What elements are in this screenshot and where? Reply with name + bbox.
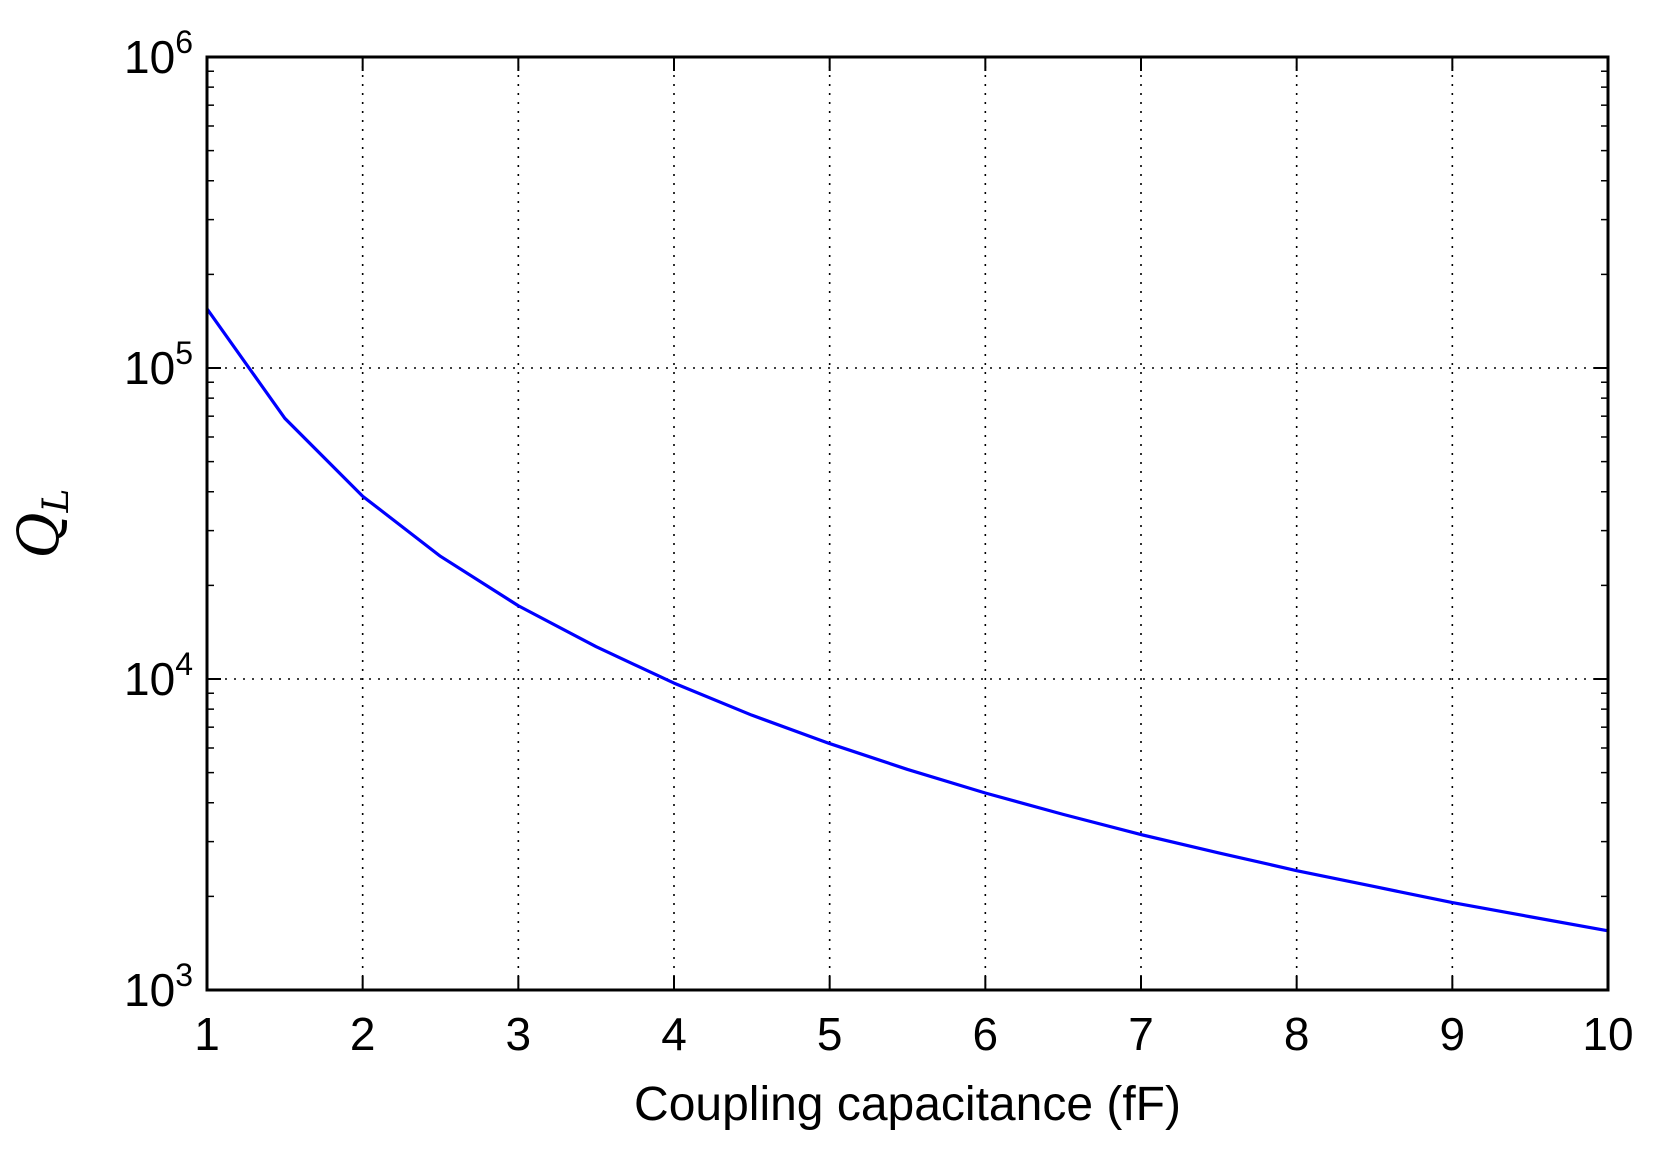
y-axis-title-main: Q <box>7 512 72 558</box>
y-tick-label: 105 <box>124 335 193 394</box>
grid <box>207 57 1608 990</box>
series-layer <box>205 307 1609 933</box>
x-tick-labels: 1 2 3 4 5 6 7 8 9 10 <box>194 1008 1633 1060</box>
x-tick-label: 10 <box>1582 1008 1633 1060</box>
x-tick-label: 6 <box>973 1008 999 1060</box>
minor-ticks <box>207 70 1608 898</box>
x-tick-label: 2 <box>350 1008 376 1060</box>
x-tick-label: 5 <box>817 1008 843 1060</box>
y-tick-label-base: 10 <box>124 342 175 394</box>
x-tick-label: 7 <box>1128 1008 1154 1060</box>
x-tick-label: 9 <box>1440 1008 1466 1060</box>
x-tick-label: 8 <box>1284 1008 1310 1060</box>
y-tick-label: 103 <box>124 957 193 1016</box>
y-tick-label-exponent: 6 <box>175 24 193 60</box>
y-tick-label-exponent: 5 <box>175 335 193 371</box>
y-tick-label: 106 <box>124 24 193 83</box>
y-tick-label-exponent: 4 <box>175 646 193 682</box>
y-tick-label: 104 <box>124 646 193 705</box>
y-tick-label-base: 10 <box>124 964 175 1016</box>
y-axis-title: QL <box>7 489 77 559</box>
y-tick-label-base: 10 <box>124 31 175 83</box>
x-tick-label: 1 <box>194 1008 220 1060</box>
y-tick-label-exponent: 3 <box>175 957 193 993</box>
plot-frame <box>205 55 1610 992</box>
x-axis-title: Coupling capacitance (fF) <box>634 1078 1181 1131</box>
x-tick-label: 3 <box>506 1008 532 1060</box>
x-tick-label: 4 <box>661 1008 687 1060</box>
major-ticks <box>206 56 1609 991</box>
y-tick-label-base: 10 <box>124 653 175 705</box>
y-axis-title-subscript: L <box>36 489 77 514</box>
series-line <box>205 307 1609 933</box>
